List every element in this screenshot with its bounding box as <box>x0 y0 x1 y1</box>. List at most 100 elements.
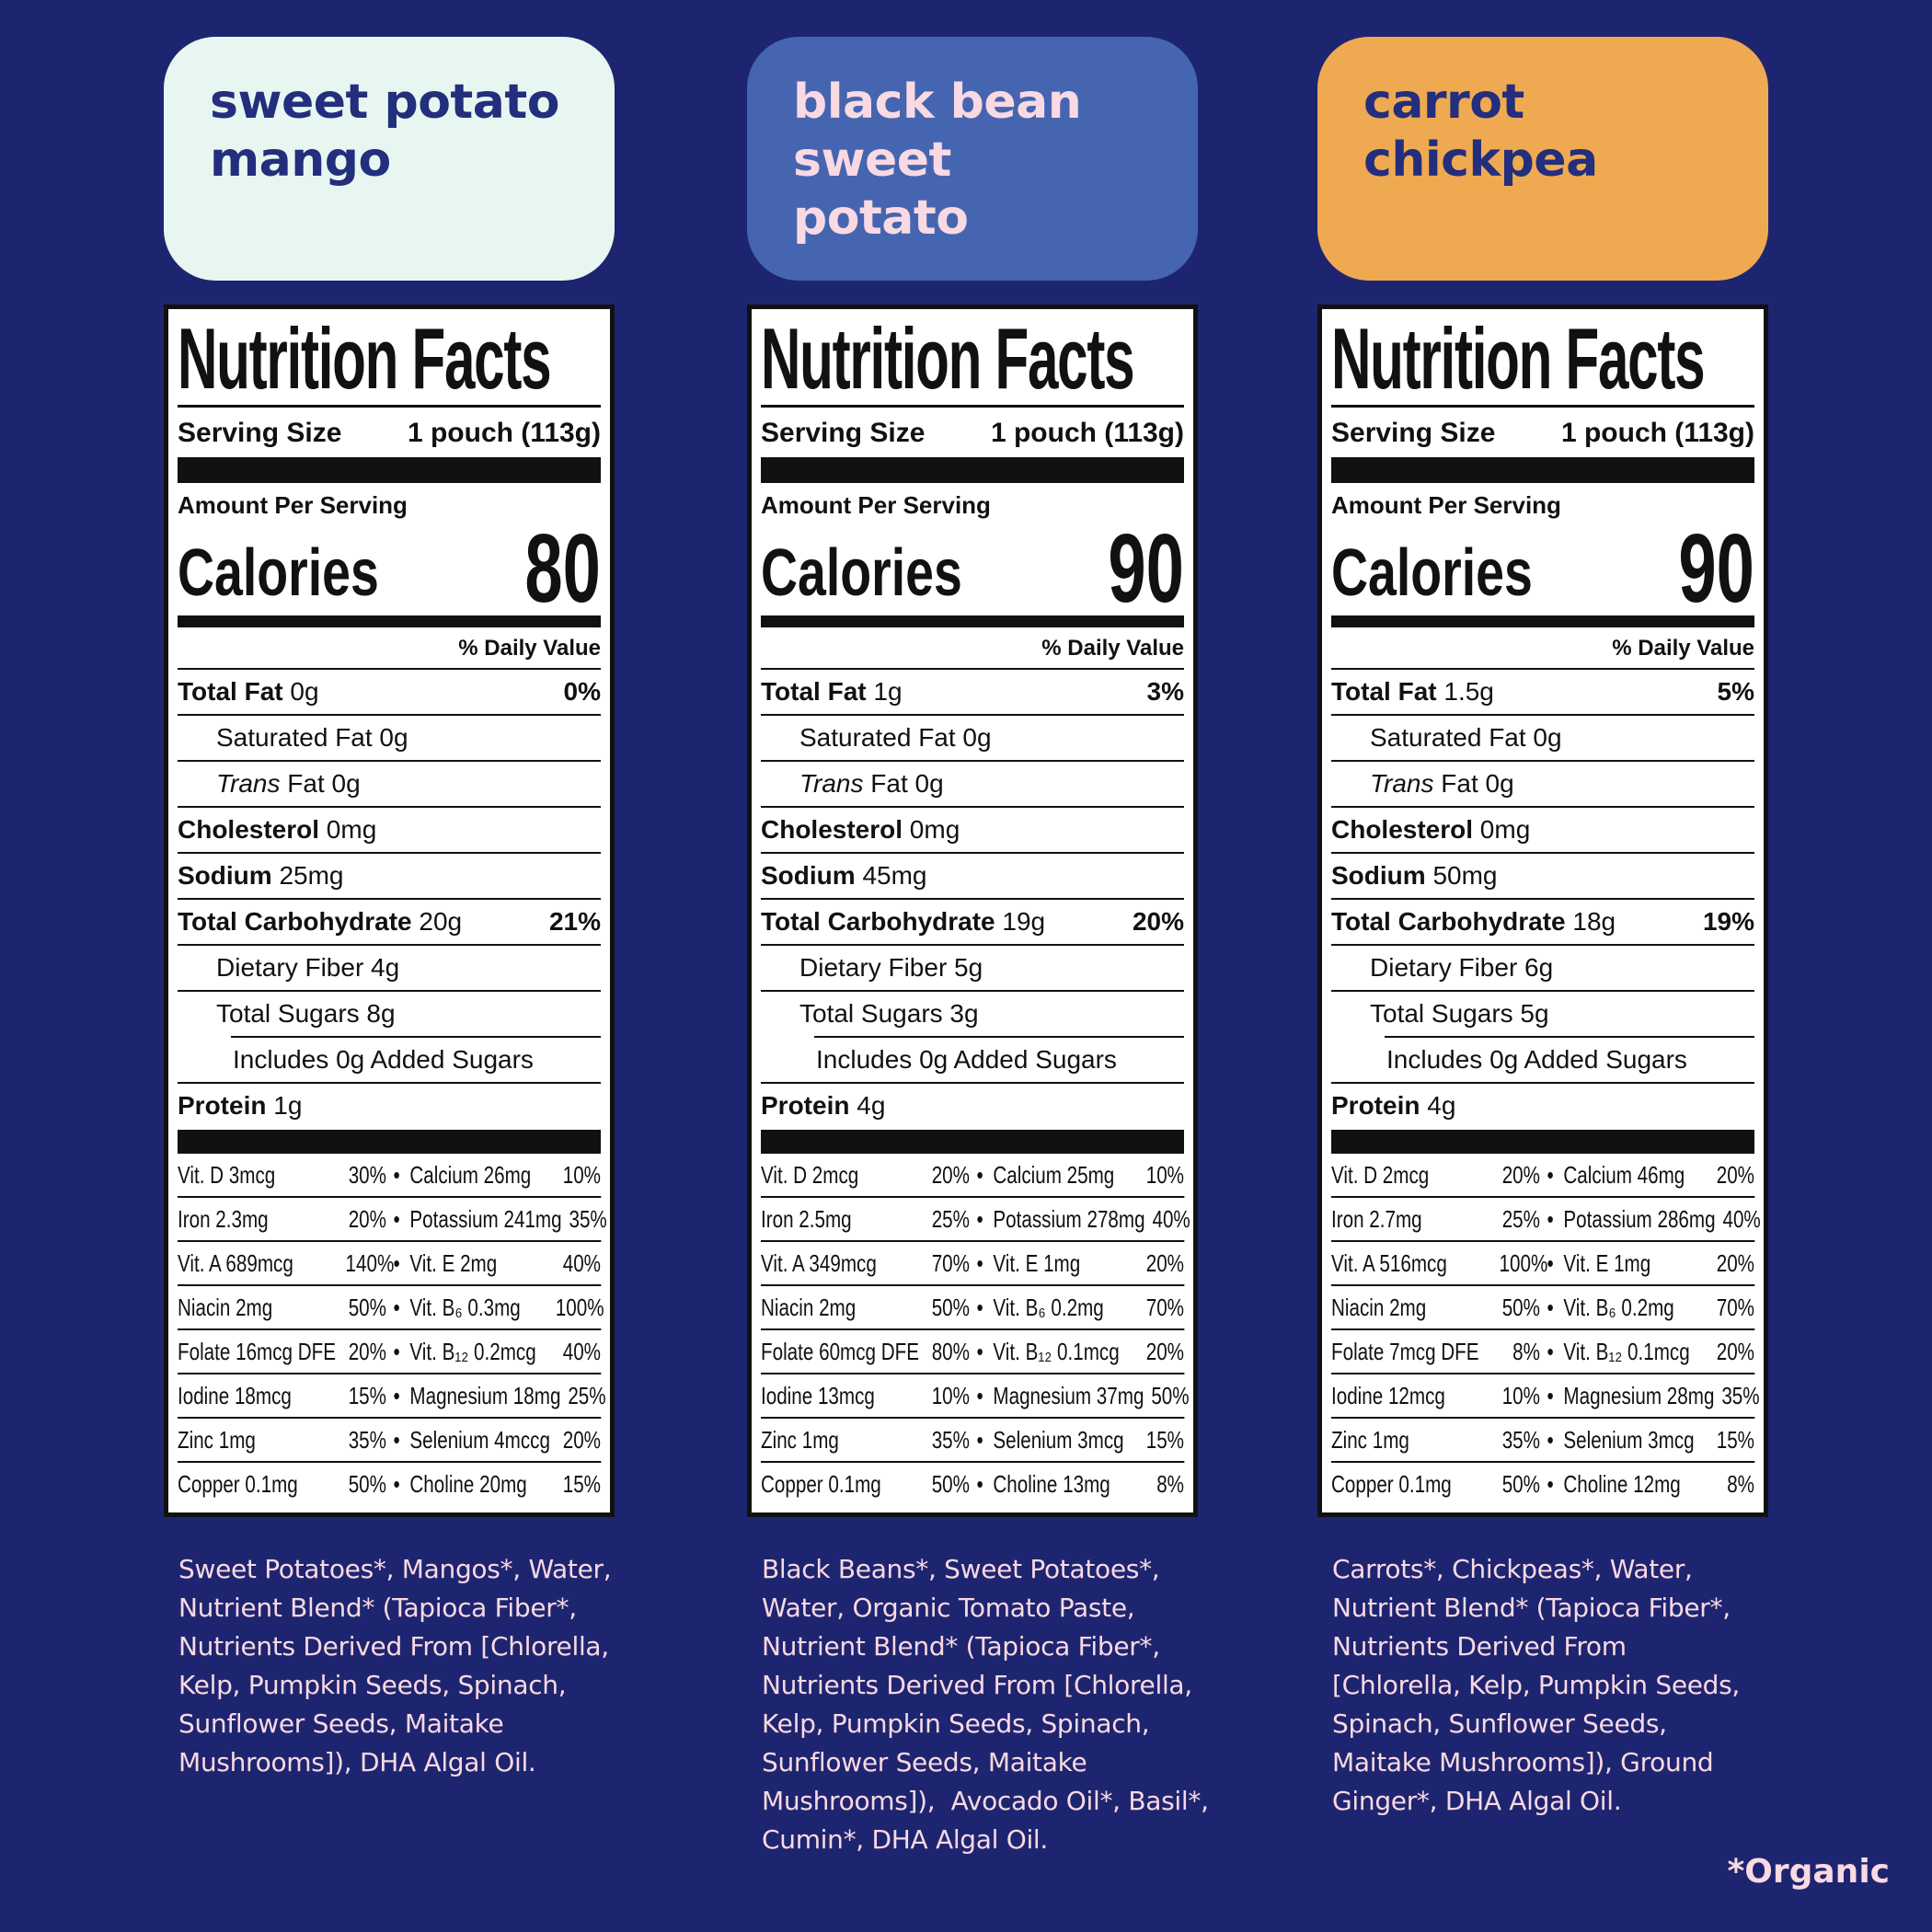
micronutrient-row: Vit. A 349mcg 70% • Vit. E 1mg 20% <box>761 1240 1185 1284</box>
nutrient-row: Includes 0g Added Sugars <box>1331 1036 1754 1082</box>
thick-divider <box>178 456 601 483</box>
divider <box>178 404 601 408</box>
nutrient-row: Protein 4g <box>1331 1082 1754 1128</box>
micronutrient-row: Vit. D 3mcg 30% • Calcium 26mg 10% <box>178 1161 602 1190</box>
serving-size-row: Serving Size 1 pouch (113g) <box>1331 408 1754 457</box>
nutrient-row: Saturated Fat 0g <box>1331 714 1754 760</box>
nutrient-row: Total Carbohydrate 20g 21% <box>178 898 601 944</box>
nutrient-rows: Total Fat 1.5g 5% Saturated Fat 0g Trans Fa… <box>1331 668 1754 1128</box>
nutrient-row: Saturated Fat 0g <box>178 714 601 760</box>
nutrient-row: Total Fat 0g 0% <box>178 668 601 714</box>
flavor-badge-label: carrot chickpea <box>1363 75 1598 188</box>
nutrient-row: Cholesterol 0mg <box>1331 806 1754 852</box>
product-column-black-bean-sweet-potato: black bean sweet potato Nutrition Facts … <box>747 37 1209 1859</box>
nutrient-row: Total Fat 1.5g 5% <box>1331 668 1754 714</box>
nutrition-facts-panel: Nutrition Facts Serving Size 1 pouch (11… <box>1317 305 1768 1518</box>
micronutrient-rows: Vit. D 2mcg 20% • Calcium 46mg 20% Iron 2.7mg… <box>1331 1154 1761 1505</box>
micronutrient-row: Iron 2.3mg 20% • Potassium 241mg 35% <box>178 1196 607 1240</box>
nutrient-row: Cholesterol 0mg <box>178 806 601 852</box>
micronutrient-row: Zinc 1mg 35% • Selenium 3mcg 15% <box>1331 1417 1755 1461</box>
thick-divider <box>761 1130 1184 1155</box>
thick-divider <box>761 615 1184 628</box>
nutrition-facts-panel: Nutrition Facts Serving Size 1 pouch (11… <box>747 305 1198 1518</box>
micronutrient-row: Zinc 1mg 35% • Selenium 3mcg 15% <box>761 1417 1185 1461</box>
micronutrient-row: Copper 0.1mg 50% • Choline 12mg 8% <box>1331 1461 1755 1505</box>
nutrient-row: Includes 0g Added Sugars <box>761 1036 1184 1082</box>
micronutrient-row: Niacin 2mg 50% • Vit. B₆ 0.2mg 70% <box>1331 1284 1755 1328</box>
nutrient-rows: Total Fat 1g 3% Saturated Fat 0g Trans Fat … <box>761 668 1184 1128</box>
micronutrient-row: Niacin 2mg 50% • Vit. B₆ 0.2mg 70% <box>761 1284 1185 1328</box>
nutrition-facts-title: Nutrition Facts <box>761 310 1135 407</box>
daily-value-header: % Daily Value <box>458 636 601 661</box>
nutrient-row: Total Sugars 3g <box>761 990 1184 1036</box>
flavor-badge: carrot chickpea <box>1317 37 1768 281</box>
nutrient-row: Includes 0g Added Sugars <box>178 1036 601 1082</box>
thick-divider <box>1331 615 1754 628</box>
ingredients-text: Carrots*, Chickpeas*, Water, Nutrient Bl… <box>1332 1554 1741 1817</box>
nutrient-row: Dietary Fiber 5g <box>761 944 1184 990</box>
calories-row: Calories 90 <box>761 520 1184 617</box>
nutrient-row: Trans Fat 0g <box>178 760 601 806</box>
micronutrient-rows: Vit. D 3mcg 30% • Calcium 26mg 10% Iron 2.3mg… <box>178 1154 607 1505</box>
flavor-badge: black bean sweet potato <box>747 37 1198 281</box>
serving-size-value: 1 pouch (113g) <box>407 417 601 448</box>
micronutrient-row: Vit. A 689mcg 140% • Vit. E 2mg 40% <box>178 1240 602 1284</box>
micronutrient-row: Iron 2.5mg 25% • Potassium 278mg 40% <box>761 1196 1190 1240</box>
amount-per-serving-label: Amount Per Serving <box>1331 490 1561 519</box>
serving-size-label: Serving Size <box>761 417 926 448</box>
nutrient-row: Dietary Fiber 4g <box>178 944 601 990</box>
thick-divider <box>178 1130 601 1155</box>
calories-value: 90 <box>1678 513 1754 623</box>
micronutrient-row: Folate 16mcg DFE 20% • Vit. B₁₂ 0.2mcg 40% <box>178 1328 602 1373</box>
calories-label: Calories <box>1331 536 1533 611</box>
nutrition-facts-panel: Nutrition Facts Serving Size 1 pouch (11… <box>164 305 615 1518</box>
thick-divider <box>761 456 1184 483</box>
nutrient-row: Trans Fat 0g <box>1331 760 1754 806</box>
calories-label: Calories <box>761 536 962 611</box>
micronutrient-rows: Vit. D 2mcg 20% • Calcium 25mg 10% Iron 2.5mg… <box>761 1154 1190 1505</box>
divider <box>761 404 1184 408</box>
ingredients-text: Sweet Potatoes*, Mangos*, Water, Nutrien… <box>178 1554 612 1778</box>
amount-per-serving-label: Amount Per Serving <box>178 490 408 519</box>
nutrient-row: Sodium 50mg <box>1331 852 1754 898</box>
thick-divider <box>1331 456 1754 483</box>
serving-size-row: Serving Size 1 pouch (113g) <box>178 408 601 457</box>
nutrient-row: Total Carbohydrate 19g 20% <box>761 898 1184 944</box>
serving-size-label: Serving Size <box>178 417 342 448</box>
micronutrient-row: Iodine 12mcg 10% • Magnesium 28mg 35% <box>1331 1373 1760 1417</box>
micronutrient-row: Iron 2.7mg 25% • Potassium 286mg 40% <box>1331 1196 1761 1240</box>
micronutrient-row: Vit. D 2mcg 20% • Calcium 25mg 10% <box>761 1161 1185 1190</box>
nutrient-row: Total Carbohydrate 18g 19% <box>1331 898 1754 944</box>
nutrient-row: Saturated Fat 0g <box>761 714 1184 760</box>
serving-size-label: Serving Size <box>1331 417 1496 448</box>
flavor-badge: sweet potato mango <box>164 37 615 281</box>
calories-label: Calories <box>178 536 379 611</box>
product-column-sweet-potato-mango: sweet potato mango Nutrition Facts Servi… <box>164 37 615 1782</box>
micronutrient-row: Vit. D 2mcg 20% • Calcium 46mg 20% <box>1331 1161 1755 1190</box>
nutrient-row: Total Sugars 5g <box>1331 990 1754 1036</box>
serving-size-value: 1 pouch (113g) <box>1560 417 1754 448</box>
micronutrient-row: Copper 0.1mg 50% • Choline 13mg 8% <box>761 1461 1185 1505</box>
divider <box>1331 404 1754 408</box>
product-column-carrot-chickpea: carrot chickpea Nutrition Facts Serving … <box>1317 37 1768 1821</box>
micronutrient-row: Folate 60mcg DFE 80% • Vit. B₁₂ 0.1mcg 20% <box>761 1328 1185 1373</box>
thick-divider <box>1331 1130 1754 1155</box>
daily-value-header: % Daily Value <box>1612 636 1754 661</box>
nutrient-row: Trans Fat 0g <box>761 760 1184 806</box>
micronutrient-row: Copper 0.1mg 50% • Choline 20mg 15% <box>178 1461 602 1505</box>
nutrient-row: Cholesterol 0mg <box>761 806 1184 852</box>
calories-row: Calories 90 <box>1331 513 1754 623</box>
nutrient-row: Protein 1g <box>178 1082 601 1128</box>
serving-size-row: Serving Size 1 pouch (113g) <box>761 408 1184 457</box>
micronutrient-row: Niacin 2mg 50% • Vit. B₆ 0.3mg 100% <box>178 1284 604 1328</box>
ingredients-text: Black Beans*, Sweet Potatoes*, Water, Or… <box>762 1554 1209 1856</box>
nutrition-facts-title: Nutrition Facts <box>1331 310 1706 407</box>
nutrient-row: Total Fat 1g 3% <box>761 668 1184 714</box>
flavor-badge-label: black bean sweet potato <box>793 75 1082 246</box>
amount-per-serving-label: Amount Per Serving <box>761 490 991 519</box>
serving-size-value: 1 pouch (113g) <box>990 417 1184 448</box>
nutrient-row: Sodium 45mg <box>761 852 1184 898</box>
nutrient-row: Dietary Fiber 6g <box>1331 944 1754 990</box>
thick-divider <box>178 615 601 628</box>
